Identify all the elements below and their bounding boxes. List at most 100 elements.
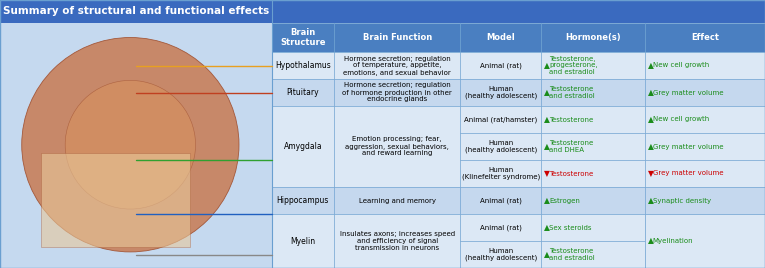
Text: New cell growth: New cell growth [653,117,709,122]
Text: ▲: ▲ [544,196,550,205]
Text: Testosterone,
progesterone,
and estradiol: Testosterone, progesterone, and estradio… [549,55,597,76]
Bar [460,214,542,241]
Bar [334,79,460,106]
Bar [542,160,645,187]
Text: Animal (rat/hamster): Animal (rat/hamster) [464,116,537,123]
Bar [542,187,645,214]
Text: Effect: Effect [691,33,719,42]
Bar [645,23,765,52]
Text: Human
(healthy adolescent): Human (healthy adolescent) [464,140,537,153]
Bar [460,160,542,187]
Bar [645,52,765,79]
Text: ▼: ▼ [544,169,550,178]
Text: Human
(Klinefelter syndrome): Human (Klinefelter syndrome) [461,167,540,180]
Text: Myelination: Myelination [653,238,693,244]
Bar [334,23,460,52]
Bar [334,52,460,79]
Bar [645,79,765,106]
Text: ▲: ▲ [544,223,550,232]
Text: Brain
Structure: Brain Structure [280,28,326,47]
Bar [272,187,334,214]
Bar [542,23,645,52]
Bar [542,133,645,160]
Bar [645,214,765,268]
Text: Learning and memory: Learning and memory [359,198,435,203]
Text: ▲: ▲ [544,88,550,97]
Text: Emotion processing; fear,
aggression, sexual behaviors,
and reward learning: Emotion processing; fear, aggression, se… [345,136,449,157]
Bar [460,79,542,106]
Text: ▲: ▲ [648,88,653,97]
Bar [460,106,542,133]
Ellipse shape [65,80,196,209]
Text: Hypothalamus: Hypothalamus [275,61,330,70]
Text: ▲: ▲ [544,142,550,151]
Bar [542,79,645,106]
Bar [645,214,765,241]
Bar [460,187,542,214]
Text: Grey matter volume: Grey matter volume [653,90,723,95]
Bar [272,79,334,106]
Text: ▲: ▲ [648,196,653,205]
Text: New cell growth: New cell growth [653,62,709,69]
Text: Testosterone: Testosterone [549,170,593,177]
Text: ▼: ▼ [648,169,653,178]
Bar [645,133,765,160]
Text: Human
(healthy adolescent): Human (healthy adolescent) [464,248,537,261]
Bar [0,0,272,268]
Text: ▲: ▲ [648,61,653,70]
Text: Testosterone
and estradiol: Testosterone and estradiol [549,248,594,261]
Bar [460,133,542,160]
Text: Testosterone
and estradiol: Testosterone and estradiol [549,86,594,99]
Text: Animal (rat): Animal (rat) [480,197,522,204]
Text: Brain Function: Brain Function [363,33,431,42]
Bar [542,241,645,268]
Text: ▲: ▲ [544,250,550,259]
Bar [645,241,765,268]
Text: Animal (rat): Animal (rat) [480,224,522,231]
Text: Synaptic density: Synaptic density [653,198,711,203]
Text: Insulates axons; increases speed
and efficiency of signal
transmission in neuron: Insulates axons; increases speed and eff… [340,231,454,251]
Text: Myelin: Myelin [291,236,315,245]
Bar [272,214,334,268]
Bar [272,52,334,79]
Bar [645,187,765,214]
Text: Hormone secretion; regulation
of hormone production in other
endocrine glands: Hormone secretion; regulation of hormone… [342,83,452,102]
Text: ▲: ▲ [544,115,550,124]
Bar [460,23,542,52]
Text: Summary of structural and functional effects: Summary of structural and functional eff… [2,6,269,16]
Ellipse shape [21,38,239,252]
Text: Human
(healthy adolescent): Human (healthy adolescent) [464,86,537,99]
Text: ▲: ▲ [648,142,653,151]
Bar [645,160,765,187]
Bar [41,153,190,247]
Bar [272,106,334,187]
Text: Testosterone: Testosterone [549,117,593,122]
Bar [542,52,645,79]
Text: Amygdala: Amygdala [284,142,322,151]
Text: Model: Model [487,33,515,42]
Bar [272,0,765,268]
Text: Hormone secretion; regulation
of temperature, appetite,
emotions, and sexual beh: Hormone secretion; regulation of tempera… [343,55,451,76]
Text: Testosterone
and DHEA: Testosterone and DHEA [549,140,593,153]
Text: Hippocampus: Hippocampus [277,196,329,205]
Text: Grey matter volume: Grey matter volume [653,170,723,177]
Bar [334,187,460,214]
Bar [542,214,645,241]
Text: ▲: ▲ [648,236,653,245]
Bar [334,214,460,268]
Bar [0,0,765,23]
Text: Hormone(s): Hormone(s) [565,33,621,42]
Bar [542,106,645,133]
Text: Pituitary: Pituitary [287,88,319,97]
Text: Sex steroids: Sex steroids [549,225,591,230]
Bar [334,106,460,187]
Text: Animal (rat): Animal (rat) [480,62,522,69]
Text: Grey matter volume: Grey matter volume [653,143,723,150]
Bar [645,106,765,133]
Text: Estrogen: Estrogen [549,198,580,203]
Text: ▲: ▲ [544,61,550,70]
Bar [460,241,542,268]
Bar [460,52,542,79]
Text: ▲: ▲ [648,115,653,124]
Bar [272,23,334,52]
